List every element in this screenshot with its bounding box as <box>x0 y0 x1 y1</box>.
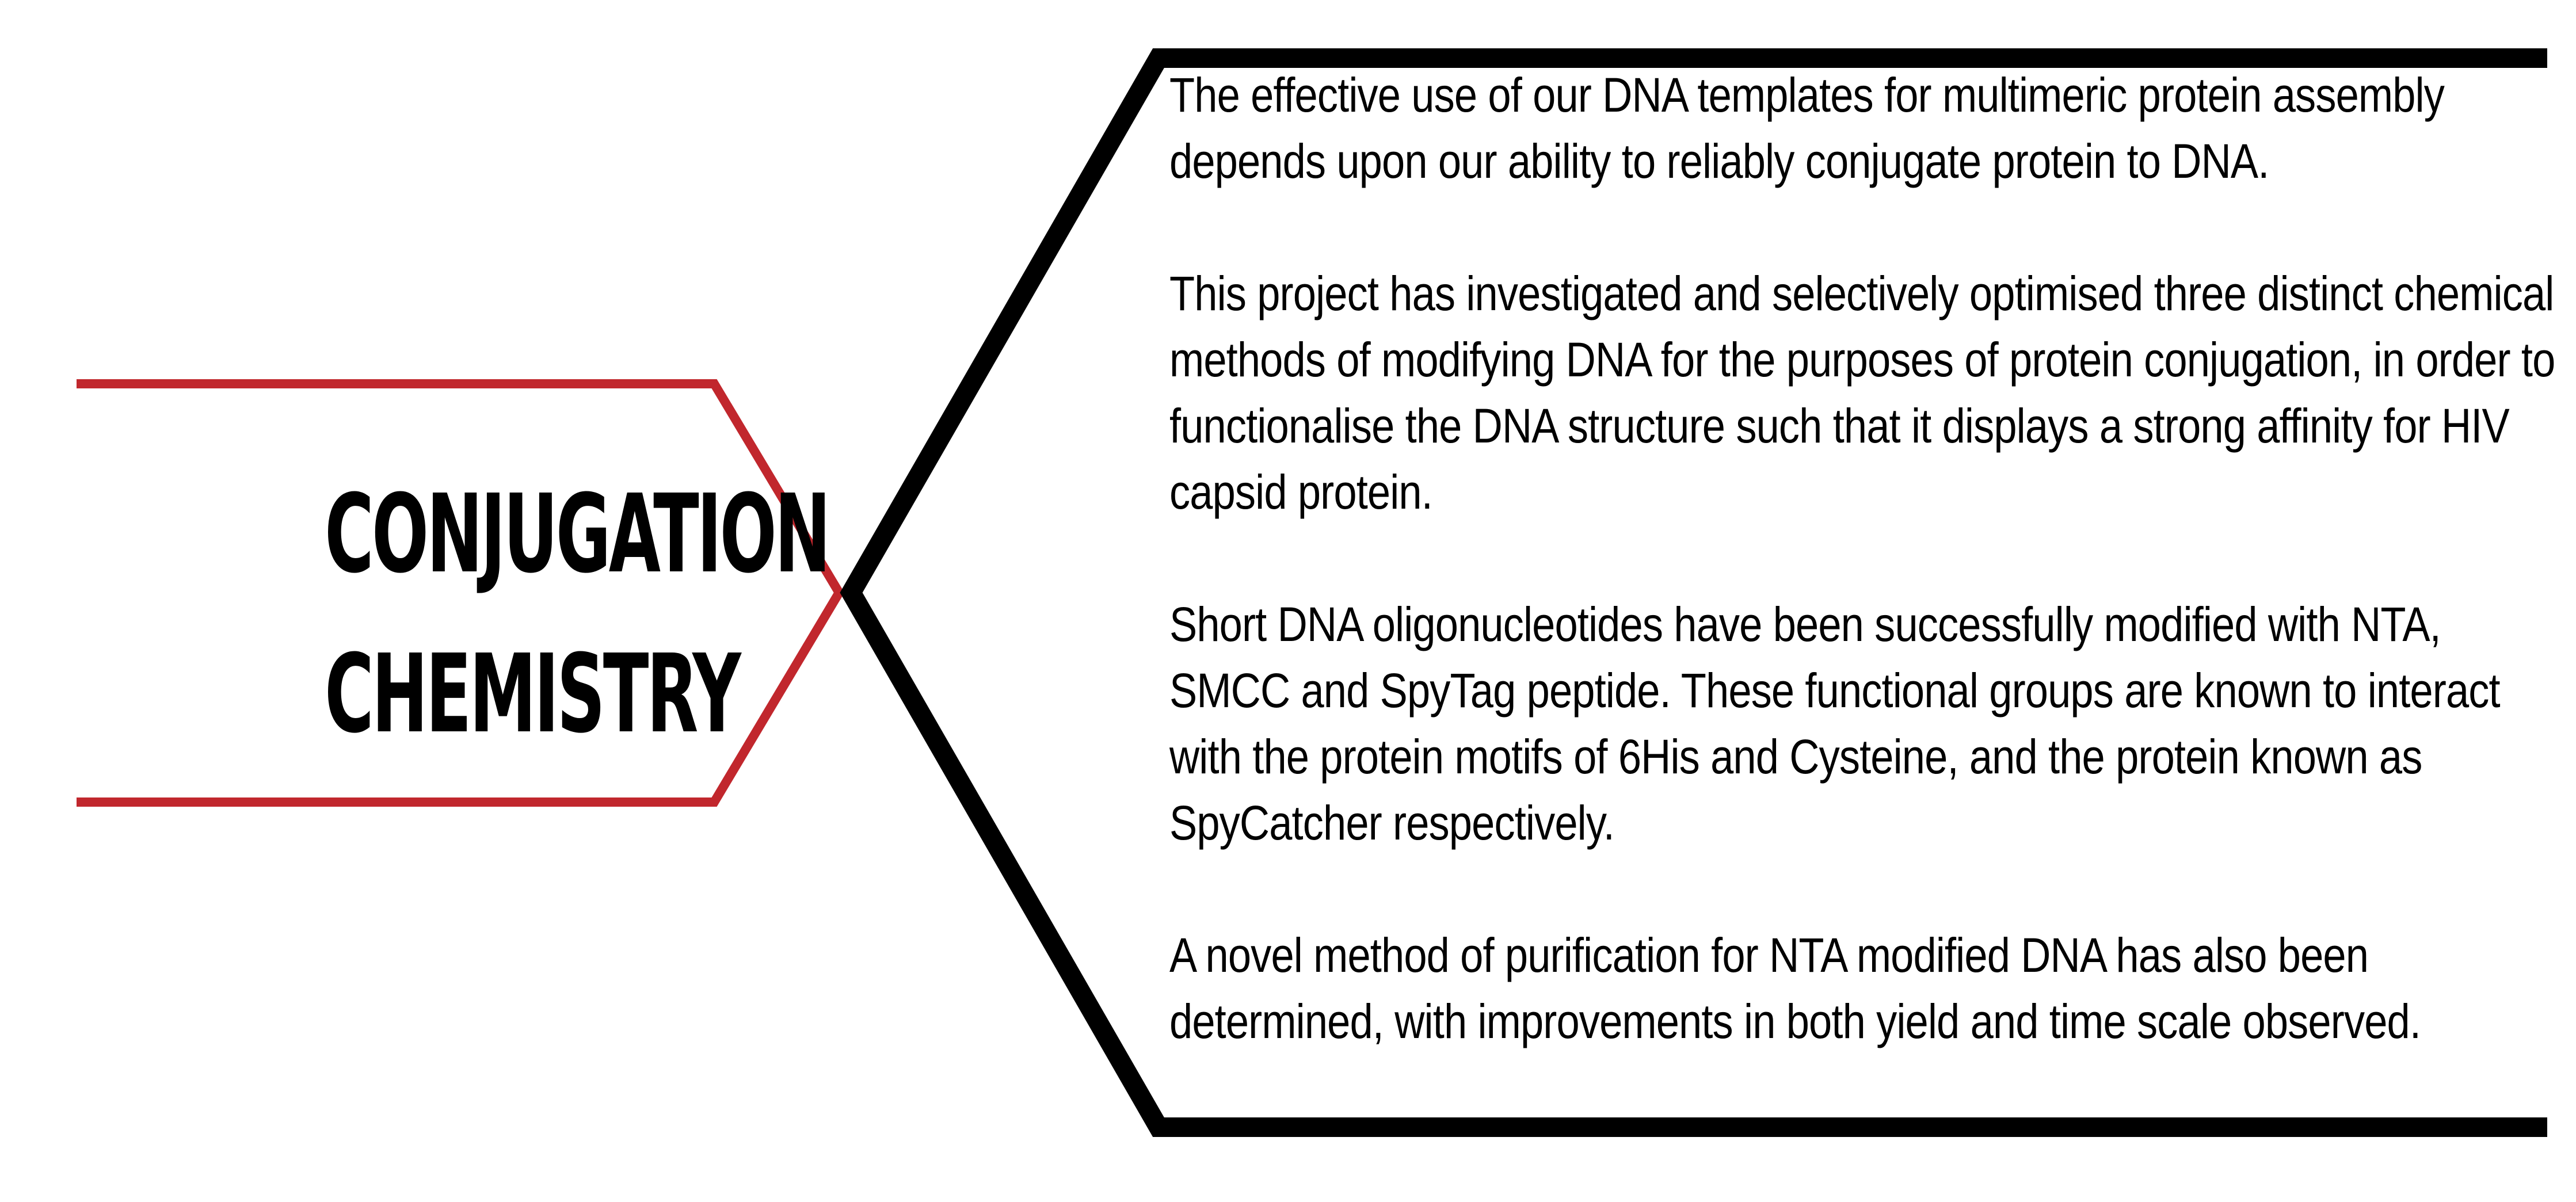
paragraph-methods: This project has investigated and select… <box>1169 266 2555 519</box>
black-chevron-bracket <box>840 48 2547 1137</box>
paragraph-purification: A novel method of purification for NTA m… <box>1169 928 2421 1048</box>
heading-line-1: CONJUGATION <box>325 471 830 597</box>
heading-line-2: CHEMISTRY <box>325 631 741 757</box>
red-chevron-outline <box>77 379 845 807</box>
section-heading: CONJUGATION CHEMISTRY <box>325 455 830 774</box>
description-text: The effective use of our DNA templates f… <box>1169 62 2574 1055</box>
paragraph-results: Short DNA oligonucleotides have been suc… <box>1169 597 2501 850</box>
paragraph-intro: The effective use of our DNA templates f… <box>1169 68 2445 188</box>
